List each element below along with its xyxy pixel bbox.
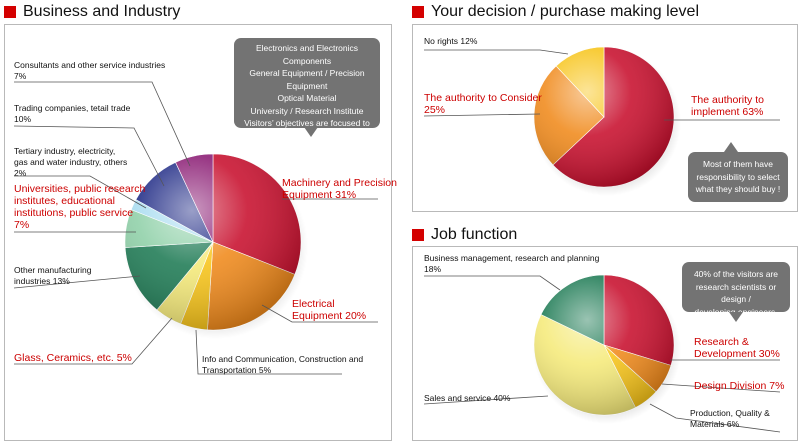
label-line: The authority to Consider [424,92,542,104]
job-slice-label: Business management, research and planni… [424,253,599,275]
label-line: No rights 12% [424,36,478,46]
label-line: 7% [14,71,27,81]
label-line: Sales and service 40% [424,393,511,403]
bubble-tail [724,142,738,152]
job-slice-label: Research & Development 30% [694,336,780,360]
job-leader-line [661,383,781,393]
bubble-line: developing engineers. [694,306,778,317]
industry-slice-label: Info and Communication, Construction and… [202,354,363,376]
industry-section-title: Business and Industry [4,3,180,21]
bubble-tail [729,312,743,322]
label-line: institutes, educational [14,195,115,207]
industry-leader-line [13,125,165,187]
industry-slice-label: Other manufacturing industries 13% [14,265,91,287]
decision-slice-label: The authority to Consider 25% [424,92,542,116]
label-line: 25% [424,104,446,116]
label-line: 7% [14,219,30,231]
label-line: Other manufacturing [14,265,92,275]
label-line: implement 63% [691,106,764,118]
bubble-line: 40% of the visitors are [693,269,779,279]
label-line: Business management, research and planni… [424,253,600,263]
label-line: Design Division 7% [694,380,785,392]
label-line: Info and Communication, Construction and [202,354,364,364]
industry-leader-line [14,317,173,365]
job-leader-line [423,395,549,405]
decision-leader-line [424,49,569,55]
bubble-line: Optical Material [277,93,337,103]
job-section-title: Job function [412,226,517,244]
decision-section-title: Your decision / purchase making level [412,3,699,21]
label-line: Machinery and Precision [282,177,397,189]
job-slice-label: Design Division 7% [694,380,784,392]
bubble-line: General Equipment / Precision Equipment [249,68,365,91]
label-line: Electrical [292,298,335,310]
decision-pie-gloss [534,47,674,187]
decision-leader-line [423,113,541,117]
label-line: Materials 6% [690,419,740,429]
red-square-icon [412,229,424,241]
industry-slice-label: Electrical Equipment 20% [292,298,366,322]
industry-slice-label: Glass, Ceramics, etc. 5% [14,352,132,364]
label-line: gas and water industry, others [14,157,128,167]
label-line: Equipment 31% [282,189,357,201]
job-leader-line [424,275,561,291]
industry-slice-label: Tertiary industry, electricity, gas and w… [14,146,127,179]
job-pie-gloss [534,275,674,415]
label-line: Universities, public research [14,183,146,195]
bubble-line: Electronics and Electronics Components [255,43,359,66]
label-line: 18% [424,264,442,274]
job-note-bubble: 40% of the visitors are research scienti… [682,262,790,322]
industry-leader-line [195,329,342,375]
label-line: Equipment 20% [292,310,367,322]
red-square-icon [412,6,424,18]
industry-slice-label: Machinery and Precision Equipment 31% [282,177,397,201]
label-line: Glass, Ceramics, etc. 5% [14,352,132,364]
job-leader-line [649,403,781,433]
industry-leader-line [13,275,141,289]
decision-title-text: Your decision / purchase making level [431,3,700,20]
decision-slice-label: The authority to implement 63% [691,94,764,118]
label-line: Transportation 5% [202,365,272,375]
bubble-line: Visitors’ objectives are focused to [244,118,370,128]
red-square-icon [4,6,16,18]
label-line: Production, Quality & [690,408,770,418]
bubble-line: research scientists or design / [695,281,777,305]
label-line: 2% [14,168,27,178]
label-line: 10% [14,114,32,124]
industry-slice-label: Trading companies, tetail trade 10% [14,103,130,125]
industry-leader-line [14,175,147,209]
bubble-line: Most of them have [703,159,773,169]
label-line: institutions, public service [14,207,134,219]
bubble-line: responsibility to select [696,171,780,182]
job-slice-label: Sales and service 40% [424,393,510,404]
label-line: The authority to [691,94,764,106]
label-line: Consultants and other service industries [14,60,166,70]
industry-slice-label: Consultants and other service industries… [14,60,165,82]
industry-slice-label: Universities, public research institutes,… [14,183,145,231]
bubble-line: what they should buy ! [695,184,781,194]
bubble-line: University / Research Institute [250,105,364,116]
industry-title-text: Business and Industry [23,3,181,20]
decision-slice-label: No rights 12% [424,36,477,47]
decision-note-bubble: Most of them have responsibility to sele… [688,142,788,202]
label-line: Trading companies, tetail trade [14,103,131,113]
job-slice-label: Production, Quality & Materials 6% [690,408,770,430]
label-line: Tertiary industry, electricity, [14,146,116,156]
industry-leader-line [14,81,191,167]
industry-pie-gloss [125,154,301,330]
label-line: industries 13% [14,276,70,286]
bubble-tail [304,127,318,137]
label-line: Development 30% [694,348,780,360]
label-line: Research & [694,336,749,348]
industry-note-bubble: Electronics and Electronics Components G… [234,38,380,141]
industry-leader-line [261,304,378,323]
job-title-text: Job function [431,226,518,243]
